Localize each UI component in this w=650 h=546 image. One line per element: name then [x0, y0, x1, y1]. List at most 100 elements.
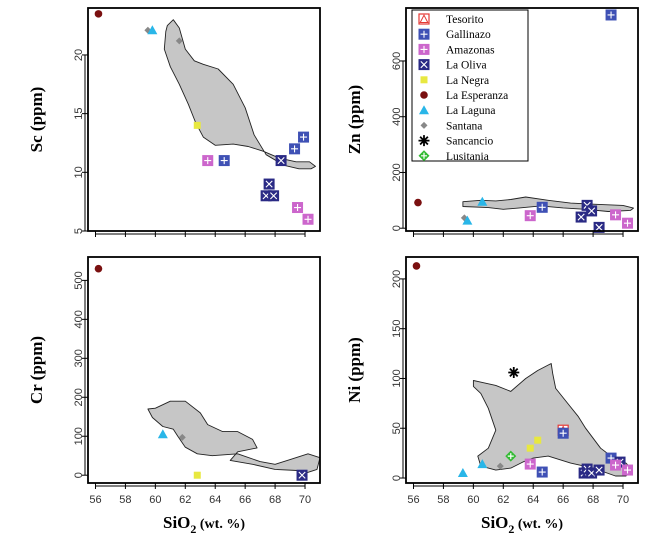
legend-item-8: Sancancio [418, 135, 494, 148]
x-tick-label-cr-2: 60 [149, 494, 161, 506]
panel-cr: 0 100 200 300 400 500 56 58 60 62 64 66 68 70 Cr (ppm)… [27, 256, 321, 536]
point-sc-9 [268, 190, 280, 202]
x-tick-label-ni-6: 68 [587, 494, 599, 506]
point-ni-15 [593, 464, 605, 476]
point-zn-5 [524, 210, 536, 222]
field-area-ni [472, 363, 631, 477]
x-tick-label-cr-3: 62 [179, 494, 191, 506]
x-tick-label-ni-2: 60 [467, 494, 479, 506]
legend-label-6: La Laguna [446, 105, 496, 117]
point-ni-10 [524, 458, 536, 470]
legend-marker-7 [420, 121, 428, 129]
point-cr-0 [94, 264, 103, 273]
legend-label-7: Santana [446, 120, 482, 132]
point-sc-3 [175, 37, 183, 45]
point-ni-6 [505, 450, 517, 462]
point-zn-0 [605, 9, 617, 21]
point-zn-2 [477, 196, 488, 206]
legend-marker-8 [418, 135, 430, 147]
legend-item-1: Gallinazo [418, 28, 491, 41]
point-zn-9 [586, 205, 598, 217]
point-zn-7 [575, 211, 587, 223]
legend-item-9: Lusitania [418, 150, 489, 163]
panel-zn: 0 200 400 600 Zn (ppm) [345, 7, 639, 237]
point-zn-4 [462, 215, 473, 225]
point-ni-4 [534, 436, 542, 444]
y-tick-label-sc-1: 10 [73, 166, 85, 178]
point-zn-1 [414, 198, 422, 207]
point-sc-6 [218, 155, 230, 167]
point-ni-3 [557, 427, 569, 439]
y-tick-label-sc-2: 15 [73, 108, 85, 120]
point-ni-5 [526, 444, 534, 452]
point-cr-2 [178, 433, 186, 441]
legend-item-3: La Oliva [418, 59, 487, 72]
panel-sc: 5 10 15 20 Sc (ppm) [27, 7, 321, 237]
legend-marker-2 [418, 43, 430, 55]
y-tick-label-cr-2: 200 [73, 388, 85, 406]
legend-marker-4 [420, 76, 428, 84]
legend-item-6: La Laguna [419, 105, 496, 117]
point-sc-4 [193, 121, 201, 129]
point-cr-4 [296, 469, 308, 481]
y-tick-label-cr-1: 100 [73, 427, 85, 445]
panel-ni: 0 50 100 150 200 56 58 60 62 64 66 68 70 Ni (ppm) SiO2… [345, 256, 639, 536]
legend-label-8: Sancancio [446, 136, 494, 148]
point-cr-1 [157, 429, 168, 439]
point-ni-11 [536, 466, 548, 478]
legend-label-3: La Oliva [446, 60, 487, 72]
point-ni-9 [457, 468, 468, 478]
point-ni-7 [496, 462, 504, 470]
y-tick-label-zn-2: 400 [391, 108, 403, 126]
plot-frame-zn [405, 7, 639, 232]
point-zn-12 [622, 217, 634, 229]
x-axis-title-cr: SiO2 (wt. %) [163, 513, 245, 536]
legend-label-9: Lusitania [446, 151, 489, 163]
point-sc-0 [94, 10, 103, 18]
y-tick-label-zn-3: 600 [391, 52, 403, 70]
point-ni-19 [622, 464, 634, 476]
y-axis-title-zn: Zn (ppm) [345, 85, 364, 154]
y-tick-label-cr-0: 0 [73, 472, 85, 478]
point-sc-8 [263, 178, 275, 190]
point-ni-0 [412, 262, 421, 270]
x-tick-label-cr-0: 56 [89, 494, 101, 506]
plot-frame-ni [405, 256, 639, 484]
x-axis-title-ni: SiO2 (wt. %) [481, 513, 563, 536]
field-area-sc [163, 19, 316, 170]
legend-item-0: Tesorito [418, 13, 484, 26]
legend-label-4: La Negra [446, 75, 489, 87]
legend-label-2: Amazonas [446, 44, 495, 56]
x-tick-label-ni-5: 66 [557, 494, 569, 506]
x-tick-label-cr-5: 66 [239, 494, 251, 506]
x-tick-label-ni-1: 58 [437, 494, 449, 506]
point-zn-6 [536, 201, 548, 213]
point-ni-8 [477, 459, 488, 469]
point-ni-18 [610, 459, 622, 471]
legend-marker-6 [419, 105, 429, 115]
x-tick-label-ni-0: 56 [407, 494, 419, 506]
point-zn-11 [610, 209, 622, 221]
point-sc-10 [275, 155, 287, 167]
y-tick-label-zn-1: 200 [391, 163, 403, 181]
legend-item-5: La Esperanza [420, 90, 508, 102]
field-area-cr [147, 400, 321, 474]
legend-item-2: Amazonas [418, 43, 495, 56]
point-sc-5 [202, 155, 214, 167]
legend-marker-9 [418, 150, 430, 162]
field-area-zn [462, 196, 634, 212]
legend-marker-1 [418, 28, 430, 40]
plot-frame-sc [87, 7, 321, 232]
y-tick-label-ni-0: 0 [391, 475, 403, 481]
x-tick-label-ni-4: 64 [527, 494, 539, 506]
point-sc-2 [147, 25, 158, 35]
y-tick-label-cr-5: 500 [73, 271, 85, 289]
y-axis-title-ni: Ni (ppm) [345, 337, 364, 403]
y-tick-label-cr-4: 400 [73, 310, 85, 328]
legend-box [411, 9, 529, 162]
point-sc-14 [302, 213, 314, 225]
x-tick-label-ni-7: 70 [617, 494, 629, 506]
legend-label-5: La Esperanza [446, 90, 508, 102]
